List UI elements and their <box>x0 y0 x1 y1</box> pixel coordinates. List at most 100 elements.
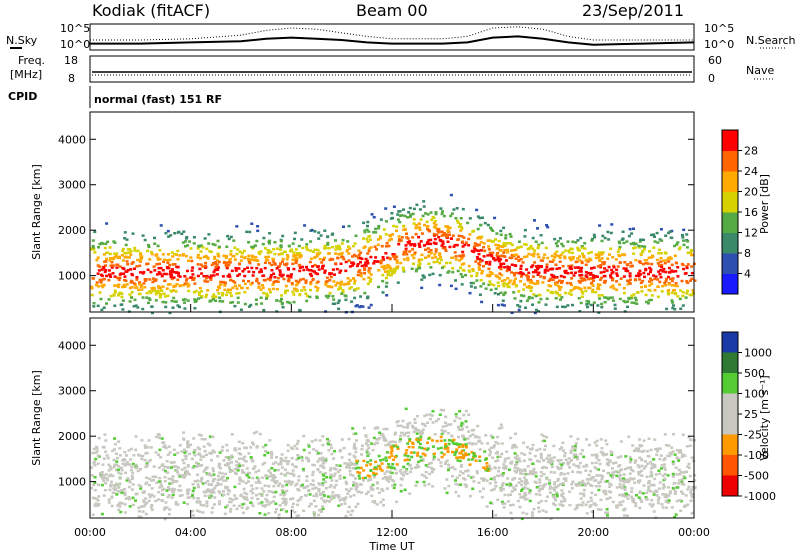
echo-cell <box>403 471 407 474</box>
echo-cell <box>615 274 619 277</box>
echo-cell <box>667 260 671 263</box>
echo-cell <box>118 447 122 450</box>
echo-cell <box>107 278 111 282</box>
echo-cell <box>354 432 358 435</box>
echo-cell <box>682 483 686 486</box>
echo-cell <box>340 251 344 255</box>
echo-cell <box>639 238 643 241</box>
echo-cell <box>214 265 218 268</box>
echo-cell <box>248 261 252 265</box>
echo-cell <box>640 500 644 503</box>
echo-cell <box>386 466 390 469</box>
echo-cell <box>583 286 587 289</box>
echo-cell <box>185 235 189 239</box>
echo-cell <box>470 443 474 446</box>
echo-cell <box>549 461 553 464</box>
echo-cell <box>238 457 241 460</box>
echo-cell <box>542 485 545 488</box>
echo-cell <box>117 502 121 505</box>
echo-cell <box>459 229 463 232</box>
echo-cell <box>659 256 663 260</box>
echo-cell <box>142 282 146 285</box>
echo-cell <box>645 450 649 453</box>
echo-cell <box>671 450 675 453</box>
echo-cell <box>388 475 392 478</box>
echo-cell <box>239 308 243 311</box>
echo-cell <box>687 462 691 466</box>
echo-cell <box>434 250 438 253</box>
echo-cell <box>320 261 324 264</box>
echo-cell <box>405 232 408 235</box>
echo-cell <box>629 468 633 471</box>
echo-cell <box>611 467 614 470</box>
echo-cell <box>680 279 684 283</box>
echo-cell <box>574 442 578 445</box>
echo-cell <box>240 252 244 255</box>
echo-cell <box>138 264 142 268</box>
echo-cell <box>649 490 653 493</box>
echo-cell <box>141 510 145 513</box>
echo-cell <box>685 280 689 283</box>
echo-cell <box>216 266 220 269</box>
echo-cell <box>97 285 101 288</box>
echo-cell <box>560 242 564 246</box>
echo-cell <box>570 271 574 275</box>
echo-cell <box>362 469 366 472</box>
echo-cell <box>248 230 252 234</box>
echo-cell <box>254 298 258 301</box>
echo-cell <box>443 445 447 448</box>
echo-cell <box>105 302 108 305</box>
echo-cell <box>133 298 137 302</box>
echo-cell <box>218 299 222 303</box>
echo-cell <box>594 503 598 507</box>
echo-cell <box>213 257 217 260</box>
echo-cell <box>105 222 109 225</box>
echo-cell <box>557 254 561 258</box>
echo-cell <box>176 278 180 281</box>
echo-cell <box>459 424 463 427</box>
echo-cell <box>139 487 143 490</box>
echo-cell <box>268 278 272 282</box>
echo-cell <box>545 224 549 227</box>
nave-tick-bottom: 0 <box>708 72 715 85</box>
echo-cell <box>366 262 370 265</box>
echo-cell <box>326 495 330 498</box>
echo-cell <box>438 273 442 277</box>
echo-cell <box>476 215 480 218</box>
echo-cell <box>457 483 461 487</box>
echo-cell <box>518 468 522 471</box>
echo-cell <box>447 270 451 273</box>
echo-cell <box>269 501 273 504</box>
echo-cell <box>156 256 160 259</box>
echo-cell <box>341 497 345 500</box>
echo-cell <box>103 270 107 274</box>
echo-cell <box>307 489 310 493</box>
echo-cell <box>450 212 454 215</box>
echo-cell <box>425 241 429 244</box>
echo-cell <box>174 503 178 506</box>
echo-cell <box>272 484 276 488</box>
echo-cell <box>447 431 450 435</box>
echo-cell <box>429 211 433 214</box>
echo-cell <box>119 472 123 476</box>
echo-cell <box>647 272 650 276</box>
echo-cell <box>576 239 580 242</box>
echo-cell <box>525 479 528 482</box>
echo-cell <box>427 437 431 440</box>
echo-cell <box>341 291 345 294</box>
echo-cell <box>425 225 429 228</box>
echo-cell <box>299 484 303 487</box>
echo-cell <box>561 496 565 499</box>
echo-cell <box>225 245 229 248</box>
echo-cell <box>599 498 603 502</box>
echo-cell <box>292 474 296 477</box>
echo-cell <box>300 238 304 241</box>
echo-cell <box>241 503 245 506</box>
echo-cell <box>127 497 131 500</box>
echo-cell <box>667 499 671 502</box>
echo-cell <box>366 474 370 477</box>
echo-cell <box>367 446 371 450</box>
echo-cell <box>429 461 433 465</box>
echo-cell <box>243 446 247 449</box>
echo-cell <box>364 476 367 480</box>
